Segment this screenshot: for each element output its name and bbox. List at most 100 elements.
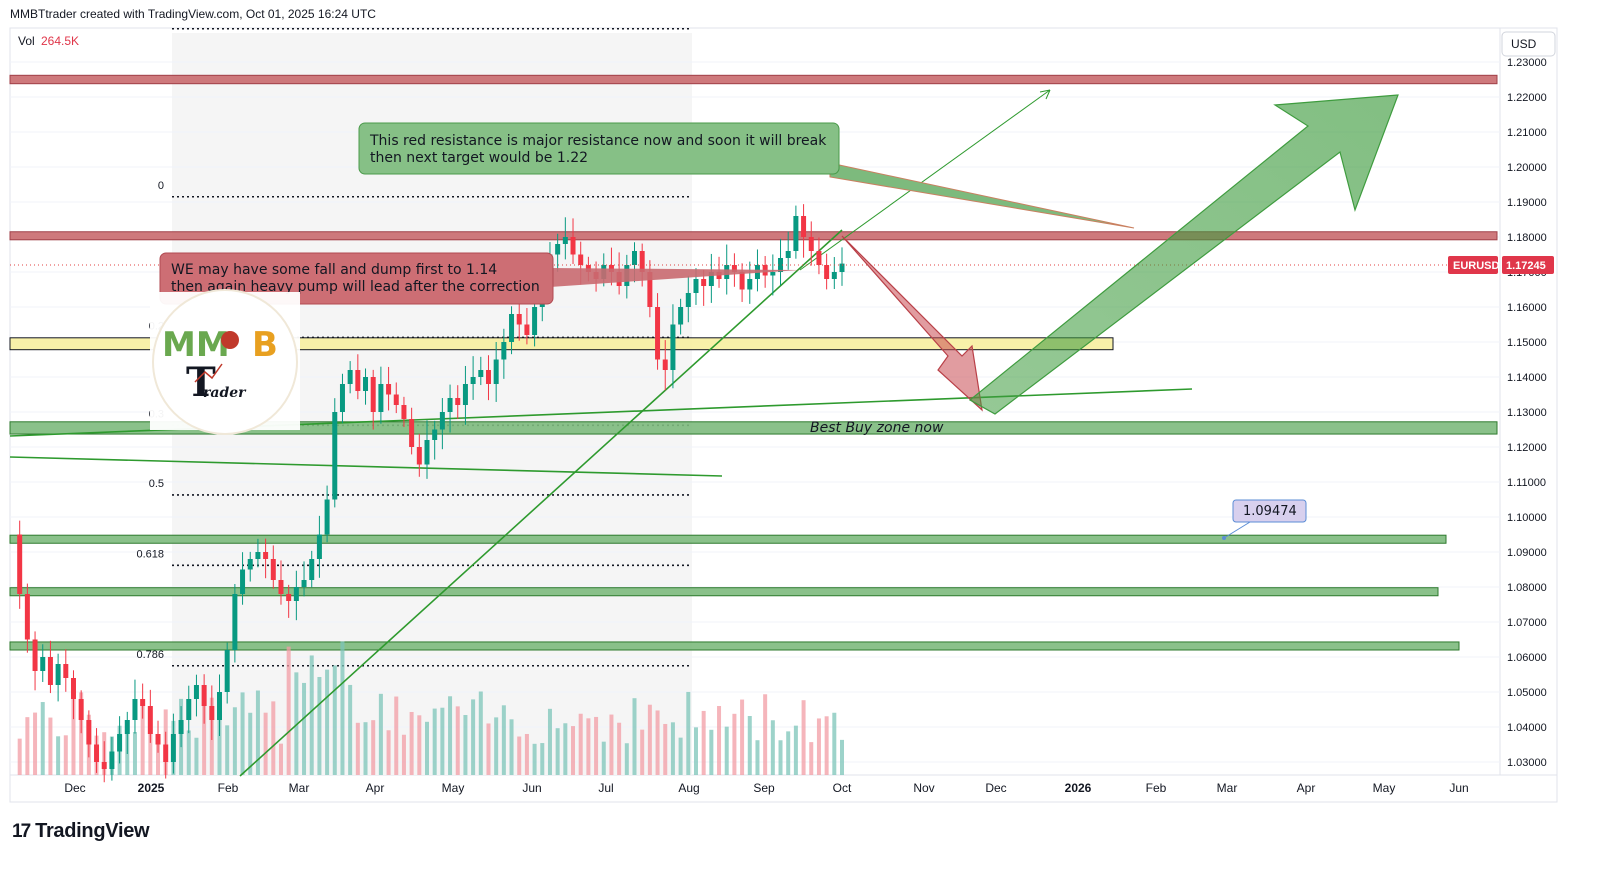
candle-body bbox=[147, 706, 153, 734]
time-tick-label: Apr bbox=[1297, 781, 1316, 795]
tradingview-wordmark: TradingView bbox=[35, 820, 150, 842]
watermark-chart-icon bbox=[194, 363, 223, 383]
volume-bar bbox=[140, 703, 145, 775]
candle-body bbox=[240, 569, 246, 594]
candle-body bbox=[109, 751, 115, 769]
volume-bar bbox=[217, 714, 222, 775]
volume-bar bbox=[632, 698, 637, 775]
green-note-box bbox=[358, 122, 840, 175]
candle-body bbox=[785, 251, 791, 258]
candle-body bbox=[485, 370, 491, 384]
volume-bar bbox=[617, 722, 622, 775]
price-tick-label: 1.13000 bbox=[1507, 407, 1547, 419]
volume-bar bbox=[156, 742, 161, 775]
volume-bar bbox=[255, 690, 260, 775]
volume-bar bbox=[225, 725, 230, 775]
red-note-line1: WE may have some fall and dump first to … bbox=[171, 262, 497, 278]
green-zone-2 bbox=[9, 587, 1439, 597]
time-tick-label: Jun bbox=[522, 781, 541, 795]
time-tick-label: Sep bbox=[753, 781, 775, 795]
volume-bar bbox=[33, 712, 38, 775]
candle-body bbox=[424, 440, 430, 465]
candle-body bbox=[140, 699, 146, 706]
tradingview-logo-icon: 17 bbox=[12, 820, 31, 842]
candle-body bbox=[770, 272, 776, 276]
volume-bar bbox=[286, 646, 291, 775]
volume-bar bbox=[763, 694, 768, 775]
time-tick-label: Feb bbox=[218, 781, 239, 795]
candle-body bbox=[524, 324, 530, 335]
candle-body bbox=[401, 405, 407, 419]
volume-bar bbox=[809, 742, 814, 775]
volume-bar bbox=[271, 701, 276, 775]
candle-body bbox=[278, 580, 284, 594]
volume-bar bbox=[409, 711, 414, 775]
currency-button bbox=[1501, 31, 1556, 57]
tradingview-brand[interactable]: 17 TradingView bbox=[12, 820, 150, 843]
price-tick-label: 1.07000 bbox=[1507, 617, 1547, 629]
volume-bar bbox=[371, 720, 376, 775]
volume-bar bbox=[547, 708, 552, 775]
candle-body bbox=[824, 265, 830, 279]
candle-body bbox=[370, 377, 376, 412]
volume-bar bbox=[478, 691, 483, 775]
candle-body bbox=[447, 398, 453, 412]
volume-bar bbox=[609, 714, 614, 775]
time-axis: Dec 2025 Feb Mar Apr May Jun Jul Aug Sep Oct Nov Dec… bbox=[64, 781, 1468, 795]
volume-bar bbox=[132, 732, 137, 775]
volume-bar bbox=[302, 682, 307, 775]
target-trendline bbox=[799, 89, 1051, 271]
volume-bar bbox=[471, 699, 476, 775]
price-value: 1.17245 bbox=[1506, 260, 1546, 272]
candle-body bbox=[286, 594, 292, 601]
volume-bar bbox=[770, 720, 775, 775]
horizontal-trendline-2 bbox=[9, 456, 723, 477]
candle-body bbox=[793, 216, 799, 251]
price-tick-label: 1.20000 bbox=[1507, 162, 1547, 174]
chart-header: MMBTtrader created with TradingView.com,… bbox=[10, 7, 376, 21]
support-resistance-zones bbox=[9, 74, 1498, 651]
candle-body bbox=[201, 685, 207, 706]
time-tick-label: Nov bbox=[913, 781, 934, 795]
volume-bar bbox=[363, 722, 368, 775]
candle-body bbox=[63, 664, 69, 678]
volume-bar bbox=[455, 706, 460, 775]
candle-body bbox=[685, 293, 691, 307]
volume-bar bbox=[278, 743, 283, 775]
candle-body bbox=[117, 734, 123, 752]
time-tick-label: Oct bbox=[833, 781, 852, 795]
candle-body bbox=[163, 744, 169, 762]
time-tick-label: Dec bbox=[64, 781, 85, 795]
volume-bar bbox=[793, 725, 798, 775]
volume-bar bbox=[532, 743, 537, 775]
symbol-tag bbox=[1448, 256, 1498, 274]
volume-bar bbox=[79, 692, 84, 775]
volume-bar bbox=[294, 672, 299, 775]
volume-bar bbox=[732, 713, 737, 775]
time-tick-label: May bbox=[1373, 781, 1396, 795]
volume-bar bbox=[17, 738, 22, 775]
yellow-zone bbox=[9, 337, 1114, 351]
red-resistance-main bbox=[9, 231, 1498, 241]
candle-body bbox=[739, 272, 745, 290]
candle-body bbox=[24, 594, 30, 640]
time-tick-label: Mar bbox=[289, 781, 310, 795]
price-tick-label: 1.10000 bbox=[1507, 512, 1547, 524]
price-candles bbox=[17, 204, 845, 783]
candle-body bbox=[693, 279, 699, 293]
price-tick-label: 1.04000 bbox=[1507, 722, 1547, 734]
volume-bar bbox=[647, 704, 652, 775]
volume-bar bbox=[71, 691, 76, 775]
candle-body bbox=[839, 263, 845, 272]
volume-bar bbox=[317, 676, 322, 775]
rising-trendline bbox=[239, 229, 843, 777]
time-tick-label: 2026 bbox=[1065, 781, 1092, 795]
price-tick-label: 1.16000 bbox=[1507, 302, 1547, 314]
volume-bar bbox=[509, 719, 514, 775]
watermark-circle bbox=[152, 289, 298, 435]
candle-body bbox=[101, 762, 107, 769]
candle-body bbox=[32, 639, 38, 671]
volume-bar bbox=[40, 702, 45, 775]
volume-bar bbox=[432, 708, 437, 775]
